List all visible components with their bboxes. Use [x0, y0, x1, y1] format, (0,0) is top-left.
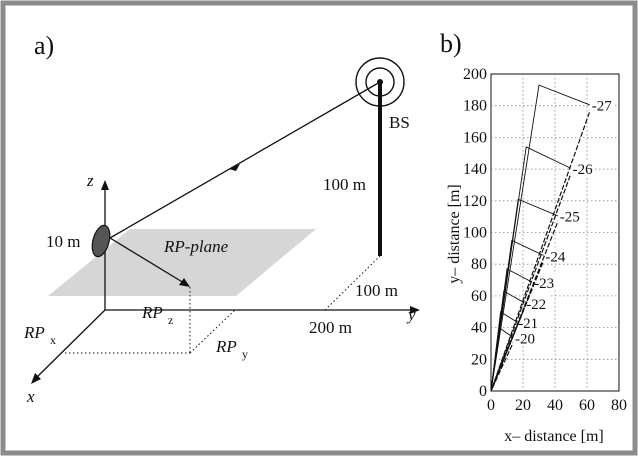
y-axis-arrow-icon: [410, 306, 420, 314]
contour-label: -25: [560, 210, 580, 226]
contour-label-bg: [516, 313, 541, 330]
contour-label-bg: [513, 329, 537, 346]
contour-label: -27: [592, 99, 612, 115]
rp-y-label: RP: [215, 337, 237, 356]
panel-b: b) 0 20 40 60 80 0 20 40 60 80 100 120 140 160 180 200 -…: [440, 29, 627, 445]
rp-arrow-icon: [179, 278, 190, 287]
y-tick-label: 180: [463, 98, 487, 115]
contour-edge: [490, 338, 516, 392]
contour-edge: [490, 216, 561, 392]
rp-plane: [48, 229, 316, 296]
x-axis: [35, 309, 106, 379]
panel-b-plot: 0 20 40 60 80020406080100120140160180200-20-…: [463, 66, 627, 414]
bs-label: BS: [389, 113, 410, 132]
y-tick-label: 0: [479, 383, 487, 400]
z-axis-label: z: [86, 171, 94, 190]
y-tick-label: 140: [463, 161, 487, 178]
signal-ray-arrow-icon: [229, 164, 240, 171]
rp-y-subscript: y: [242, 347, 248, 361]
contour-label-bg: [524, 294, 549, 311]
contour-label: -26: [573, 162, 593, 178]
y-axis-label: y: [406, 305, 416, 324]
panel-b-label: b): [440, 29, 462, 58]
distance-200m-label: 200 m: [309, 318, 352, 337]
contour-edge: [490, 105, 593, 392]
contour-line: [490, 146, 573, 392]
x-tick-label: 60: [579, 397, 595, 414]
rp-x-label: RP: [23, 323, 45, 342]
y-axis-title: y– distance [m]: [446, 184, 463, 284]
contour-label: -21: [518, 316, 538, 332]
contour-label-bg: [543, 247, 568, 264]
rp-direction-line: [109, 237, 185, 284]
receiver-height-label: 10 m: [46, 232, 80, 251]
contour-label-bg: [570, 160, 595, 177]
rp-plane-label: RP-plane: [163, 237, 229, 256]
y-tick-label: 200: [463, 66, 487, 83]
rp-z-subscript: z: [168, 313, 173, 327]
x-tick-label: 20: [515, 397, 531, 414]
contour-label: -20: [515, 332, 535, 348]
x-axis-label: x: [26, 387, 35, 406]
x-axis-title: x– distance [m]: [504, 428, 604, 445]
y-tick-label: 60: [471, 288, 487, 305]
contour-label-bg: [557, 207, 582, 224]
contour-label: -24: [545, 249, 565, 265]
y-tick-label: 160: [463, 129, 487, 146]
y-tick-label: 120: [463, 193, 487, 210]
x-axis-arrow-icon: [31, 373, 41, 384]
receiver-antenna-icon: [91, 224, 111, 258]
x-tick-label: 0: [487, 397, 495, 414]
y-tick-label: 40: [471, 320, 487, 337]
y-tick-label: 80: [471, 256, 487, 273]
panel-a-label: a): [34, 31, 54, 60]
signal-ray: [109, 81, 381, 239]
bs-antenna-inner-ring: [365, 67, 395, 97]
contour-label-bg: [532, 274, 557, 291]
tower-height-label: 100 m: [323, 175, 366, 194]
x-tick-label: 80: [611, 397, 627, 414]
contour-label: -22: [526, 297, 546, 313]
x-tick-label: 40: [547, 397, 563, 414]
bs-antenna-outer-ring: [355, 57, 405, 107]
contour-label-bg: [589, 96, 614, 113]
y-tick-label: 20: [471, 351, 487, 368]
y-tick-label: 100: [463, 225, 487, 242]
rp-z-label: RP: [141, 303, 163, 322]
contour-line: [490, 84, 592, 392]
panel-a: a) RP-plane z y x BS 100 m: [23, 31, 420, 406]
rp-x-subscript: x: [50, 333, 56, 347]
z-axis-arrow-icon: [101, 180, 109, 190]
rp-projection-lines: [65, 255, 381, 354]
distance-100m-label: 100 m: [355, 281, 398, 300]
contour-label: -23: [534, 276, 554, 292]
